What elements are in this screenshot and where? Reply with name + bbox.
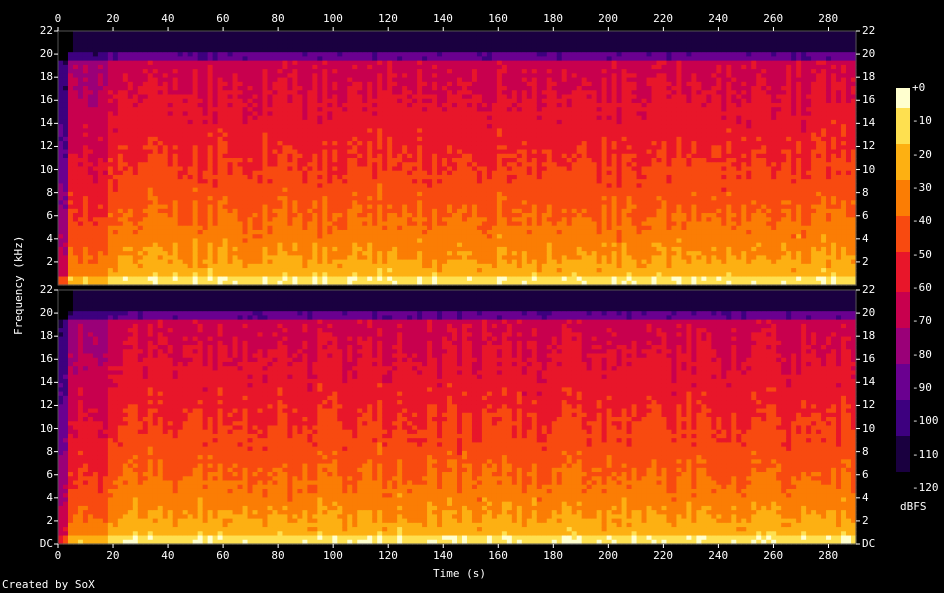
y-tick-label: 12	[40, 398, 53, 411]
x-tick-label: 20	[106, 12, 119, 25]
x-tick-label: 260	[763, 12, 783, 25]
x-tick-label: 60	[216, 12, 229, 25]
x-tick-label: 80	[271, 12, 284, 25]
y-tick-label: 22	[862, 24, 875, 37]
y-tick-label: 14	[862, 375, 875, 388]
x-tick-label: 80	[271, 549, 284, 562]
x-tick-label: 220	[653, 549, 673, 562]
x-tick-label: 120	[378, 549, 398, 562]
x-tick-label: 60	[216, 549, 229, 562]
y-tick-label: 8	[46, 186, 53, 199]
x-tick-label: 220	[653, 12, 673, 25]
y-tick-label: 20	[40, 306, 53, 319]
y-tick-label: 18	[862, 70, 875, 83]
credit-text: Created by SoX	[2, 578, 95, 591]
y-tick-label: 6	[46, 468, 53, 481]
y-tick-label: 18	[862, 329, 875, 342]
y-tick-label: 20	[40, 47, 53, 60]
y-tick-label: 6	[862, 468, 869, 481]
colorbar-label: dBFS	[900, 500, 927, 513]
y-tick-label: 12	[862, 139, 875, 152]
colorbar-tick-label: -40	[912, 214, 932, 227]
colorbar-tick-label: -110	[912, 448, 939, 461]
x-tick-label: 20	[106, 549, 119, 562]
y-tick-label: 6	[862, 209, 869, 222]
colorbar-tick-label: -60	[912, 281, 932, 294]
x-tick-label: 180	[543, 549, 563, 562]
x-tick-label: 200	[598, 12, 618, 25]
x-tick-label: 240	[708, 12, 728, 25]
x-tick-label: 240	[708, 549, 728, 562]
y-tick-label: 4	[46, 491, 53, 504]
colorbar-tick-label: -80	[912, 348, 932, 361]
x-tick-label: 40	[161, 549, 174, 562]
y-tick-label: 14	[40, 116, 53, 129]
y-tick-label: DC	[40, 537, 53, 550]
y-tick-label: 8	[46, 445, 53, 458]
x-tick-label: 200	[598, 549, 618, 562]
y-tick-label: 10	[40, 422, 53, 435]
y-tick-label: 22	[40, 283, 53, 296]
colorbar-tick-label: -70	[912, 314, 932, 327]
x-tick-label: 180	[543, 12, 563, 25]
y-tick-label: 2	[862, 255, 869, 268]
x-tick-label: 280	[818, 549, 838, 562]
y-tick-label: 20	[862, 47, 875, 60]
y-tick-label: 4	[46, 232, 53, 245]
y-tick-label: 8	[862, 445, 869, 458]
x-tick-label: 160	[488, 549, 508, 562]
y-tick-label: 18	[40, 329, 53, 342]
colorbar-tick-label: -120	[912, 481, 939, 494]
y-tick-label: 18	[40, 70, 53, 83]
y-tick-label: 16	[862, 93, 875, 106]
colorbar-tick-label: -100	[912, 414, 939, 427]
x-tick-label: 0	[55, 549, 62, 562]
y-tick-label: 20	[862, 306, 875, 319]
spectrogram-cells	[58, 290, 857, 545]
x-axis-label: Time (s)	[433, 567, 486, 580]
colorbar-tick-label: -20	[912, 148, 932, 161]
y-tick-label: 10	[862, 163, 875, 176]
y-tick-label: 12	[40, 139, 53, 152]
x-tick-label: 120	[378, 12, 398, 25]
y-tick-label: DC	[862, 537, 875, 550]
y-tick-label: 8	[862, 186, 869, 199]
y-tick-label: 16	[40, 352, 53, 365]
x-tick-label: 260	[763, 549, 783, 562]
x-tick-label: 160	[488, 12, 508, 25]
colorbar-tick-label: -50	[912, 248, 932, 261]
colorbar-tick-label: -10	[912, 114, 932, 127]
y-tick-label: 10	[862, 422, 875, 435]
y-tick-label: 16	[862, 352, 875, 365]
y-tick-label: 16	[40, 93, 53, 106]
x-tick-label: 100	[323, 549, 343, 562]
y-tick-label: 22	[40, 24, 53, 37]
x-tick-label: 100	[323, 12, 343, 25]
y-tick-label: 22	[862, 283, 875, 296]
y-axis-label: Frequency (kHz)	[12, 236, 25, 335]
y-tick-label: 2	[862, 514, 869, 527]
y-tick-label: 10	[40, 163, 53, 176]
y-tick-label: 2	[46, 255, 53, 268]
x-tick-label: 280	[818, 12, 838, 25]
y-tick-label: 14	[40, 375, 53, 388]
y-tick-label: 2	[46, 514, 53, 527]
colorbar-tick-label: -90	[912, 381, 932, 394]
colorbar-tick-label: +0	[912, 81, 925, 94]
x-tick-label: 40	[161, 12, 174, 25]
y-tick-label: 6	[46, 209, 53, 222]
y-tick-label: 12	[862, 398, 875, 411]
x-tick-label: 140	[433, 12, 453, 25]
colorbar-tick-label: -30	[912, 181, 932, 194]
y-tick-label: 4	[862, 491, 869, 504]
y-tick-label: 4	[862, 232, 869, 245]
colorbar	[896, 88, 910, 489]
x-tick-label: 140	[433, 549, 453, 562]
x-tick-label: 0	[55, 12, 62, 25]
y-tick-label: 14	[862, 116, 875, 129]
spectrogram-cells	[58, 31, 857, 286]
